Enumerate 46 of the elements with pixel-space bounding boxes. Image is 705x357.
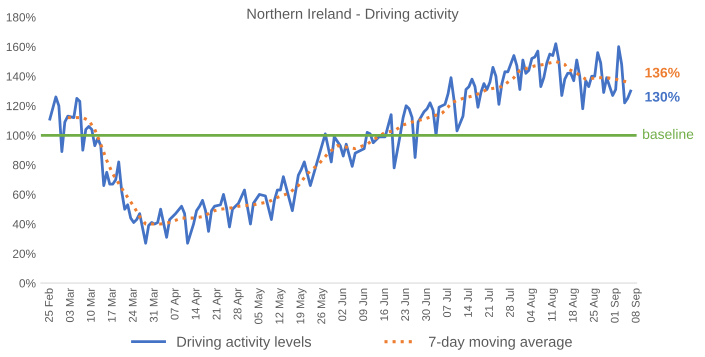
x-tick-label: 31 Mar: [150, 288, 158, 322]
x-tick-label: 14 Apr: [192, 288, 202, 320]
chart-title: Northern Ireland - Driving activity: [248, 8, 459, 22]
y-tick-label: 20%: [12, 250, 36, 258]
annotation: 130%: [645, 92, 680, 102]
x-tick-label: 30 Jun: [422, 288, 430, 321]
x-tick-label: 07 Apr: [170, 288, 181, 320]
x-tick-label: 21 Jul: [484, 288, 493, 318]
y-tick-label: 60%: [13, 190, 36, 199]
x-tick-label: 04 Aug: [526, 288, 538, 322]
y-tick-label: 140%: [6, 72, 36, 81]
x-tick-label: 16 Jun: [380, 288, 388, 320]
y-tick-label: 100%: [6, 131, 36, 140]
x-tick-label: 03 Mar: [66, 288, 74, 322]
x-tick-label: 09 Jun: [359, 288, 368, 321]
x-tick-label: 10 Mar: [86, 288, 95, 322]
x-tick-label: 28 Jul: [506, 288, 514, 318]
x-tick-label: 25 Aug: [590, 288, 600, 322]
annotation: 136%: [645, 68, 680, 78]
x-tick-label: 07 Jul: [442, 288, 451, 318]
x-tick-label: 23 Jun: [401, 288, 410, 321]
y-tick-label: 160%: [6, 42, 36, 52]
y-tick-label: 0%: [19, 279, 36, 288]
legend-label: 7-day moving average: [428, 336, 572, 350]
x-tick-label: 21 Apr: [212, 288, 223, 320]
x-tick-label: 02 Jun: [338, 288, 346, 321]
x-tick-label: 11 Aug: [548, 288, 558, 321]
x-tick-label: 12 May: [275, 288, 286, 324]
x-tick-label: 24 Mar: [128, 288, 137, 322]
y-tick-label: 120%: [6, 102, 36, 110]
y-tick-label: 80%: [12, 160, 36, 170]
x-tick-label: 18 Aug: [568, 288, 579, 322]
ref-line-label: baseline: [643, 128, 694, 140]
x-tick-label: 01 Sep: [610, 288, 621, 323]
y-tick-label: 40%: [12, 220, 36, 228]
x-tick-label: 28 Apr: [234, 288, 244, 320]
x-tick-label: 14 Jul: [464, 288, 472, 317]
legend-label: Driving activity levels: [177, 336, 312, 350]
x-tick-label: 05 May: [254, 288, 265, 324]
x-tick-label: 17 Mar: [108, 288, 116, 322]
y-tick-label: 180%: [6, 13, 36, 22]
x-tick-label: 25 Feb: [44, 288, 53, 322]
x-tick-label: 19 May: [296, 288, 307, 324]
x-tick-label: 26 May: [317, 288, 328, 324]
line-series: [48, 42, 632, 245]
x-tick-label: 08 Sep: [632, 288, 642, 323]
